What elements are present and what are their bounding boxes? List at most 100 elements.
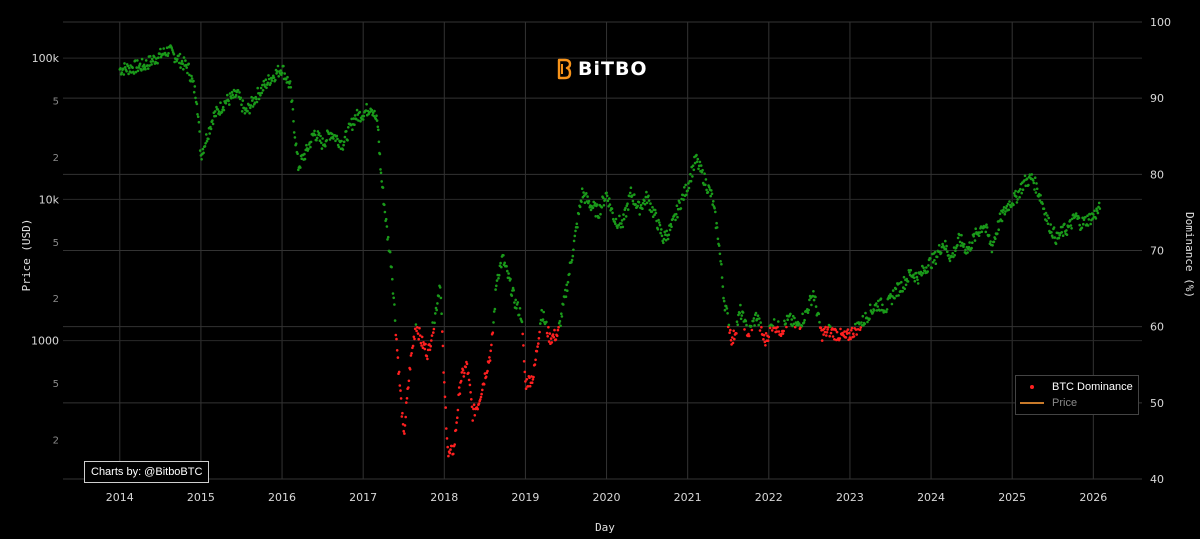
x-tick-label: 2021 [674,491,702,504]
dominance-point [511,286,515,290]
dominance-point [802,321,806,324]
dominance-point [536,345,539,348]
x-tick-label: 2019 [511,491,539,504]
dominance-point [906,280,910,283]
dominance-point [827,326,830,329]
dominance-point [524,387,528,391]
dominance-point [180,59,184,63]
dominance-point [390,265,393,269]
dominance-point [620,222,623,225]
dominance-point [399,397,403,400]
dominance-point [299,166,302,169]
dominance-point [547,325,550,329]
dominance-point [820,339,824,342]
dominance-point [711,203,714,206]
dominance-point [790,318,794,321]
dominance-point [566,289,569,293]
dominance-point [905,277,908,281]
dominance-point [401,423,405,426]
dominance-point [655,219,658,223]
dominance-point [558,319,562,323]
dominance-point [240,103,243,106]
dominance-point [583,201,587,204]
dominance-point [1004,206,1008,210]
legend-item-btc-dominance[interactable]: BTC Dominance [1020,380,1133,394]
dominance-point [450,444,454,448]
dominance-point [1003,212,1007,216]
dominance-point [586,195,589,198]
dominance-point [907,269,911,272]
dominance-point [456,416,459,420]
dominance-point [148,55,152,58]
dominance-point [904,283,908,287]
dominance-point [1039,194,1042,197]
dominance-point [848,331,851,335]
x-axis-title: Day [595,521,615,534]
dominance-point [638,213,641,216]
dominance-point [860,321,863,324]
dominance-point [291,108,295,111]
dominance-point [914,271,918,275]
dominance-point [657,218,660,222]
y-right-axis-title: Dominance (%) [1183,212,1196,298]
dominance-point [835,330,839,334]
dominance-point [722,299,726,303]
dominance-point [407,386,410,389]
dominance-point [319,134,322,138]
dominance-point [528,384,532,388]
dominance-point [595,203,599,206]
dominance-point [131,66,134,69]
dominance-point [1005,204,1009,208]
dominance-point [845,332,849,335]
dominance-point [622,217,626,221]
dominance-point [650,210,654,213]
dominance-point [1074,212,1078,215]
dominance-point [341,148,345,151]
dominance-point [574,229,577,233]
dominance-point [251,99,254,102]
dominance-point [421,346,425,350]
dominance-point [956,243,959,247]
dominance-point [480,392,483,396]
dominance-point [1098,207,1102,210]
dominance-point [195,102,199,106]
dominance-point [1070,227,1073,230]
dominance-point [255,100,259,104]
dominance-point [912,273,915,277]
dominance-point [858,328,862,332]
dominance-point [709,194,712,198]
dominance-point [710,192,714,196]
dominance-point [321,137,324,140]
dominance-point [136,59,139,62]
dominance-point [624,206,627,210]
dominance-point [554,338,558,341]
dominance-point [854,322,857,326]
dominance-point [557,321,561,325]
legend-item-price[interactable]: Price [1020,396,1077,410]
dominance-point [582,191,585,194]
dominance-point [735,320,739,324]
dominance-point [303,152,306,156]
dominance-point [704,178,708,181]
dominance-point [479,395,483,399]
dominance-point [198,130,201,133]
dominance-point [162,47,165,50]
dominance-point [446,445,450,449]
dominance-point [1089,222,1092,226]
dominance-point [1057,236,1061,240]
dominance-point [929,257,932,260]
dominance-point [1065,233,1069,236]
dominance-point [253,101,257,104]
dominance-point [641,201,645,205]
dominance-point [269,81,272,85]
dominance-point [706,190,710,194]
dominance-point [685,193,688,197]
dominance-point [723,308,727,312]
dominance-point [714,210,717,214]
dominance-point [142,67,145,71]
dominance-point [209,127,213,131]
dominance-point [403,424,407,427]
dominance-point [758,329,762,332]
dominance-point [628,194,631,198]
dominance-point [521,332,524,336]
